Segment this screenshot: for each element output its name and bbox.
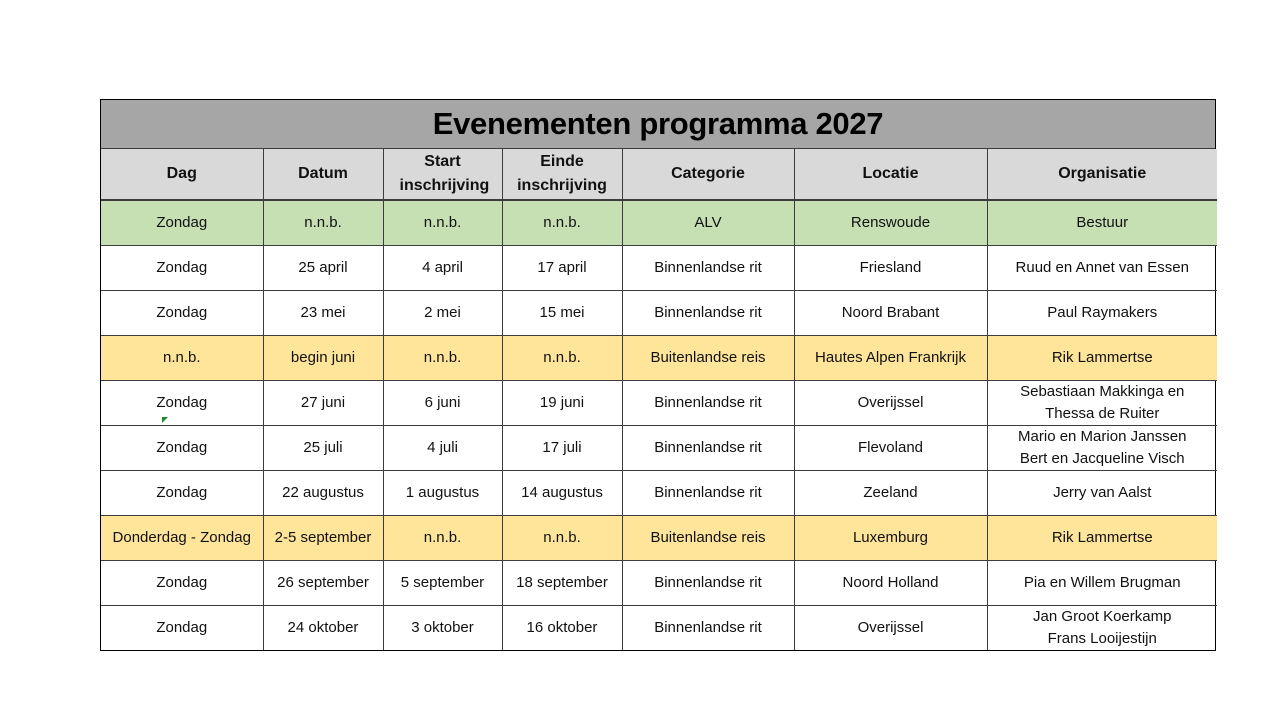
table-row: Zondag 22 augustus 1 augustus 14 augustus Bi… [101,470,1217,516]
cell-categorie: Binnenlandse rit [621,290,795,336]
cell-dag: n.n.b. [101,335,264,381]
cell-organisatie: Jan Groot Koerkamp Frans Looijestijn [986,605,1217,650]
cell-einde-inschrijving: 18 september [501,560,623,606]
cell-dag: Zondag [101,470,264,516]
cell-datum: 25 juli [262,425,384,471]
cell-locatie: Noord Brabant [793,290,988,336]
schedule-grid: Dag Datum Start inschrijving Einde insch… [101,149,1217,650]
cell-line: Mario en Marion Janssen [1018,428,1187,445]
cell-categorie: Binnenlandse rit [621,605,795,650]
table-row: Zondag n.n.b. n.n.b. n.n.b. ALV Renswoude Best… [101,200,1217,246]
table-title: Evenementen programma 2027 [101,100,1215,149]
header-start-inschrijving: Start inschrijving [382,149,503,201]
cell-categorie: Buitenlandse reis [621,515,795,561]
cell-locatie: Flevoland [793,425,988,471]
cell-dag: Zondag [101,380,264,426]
table-row: Zondag 25 juli 4 juli 17 juli Binnenlandse r… [101,425,1217,471]
cell-locatie: Hautes Alpen Frankrijk [793,335,988,381]
cell-einde-inschrijving: n.n.b. [501,335,623,381]
cell-locatie: Renswoude [793,200,988,246]
cell-start-inschrijving: n.n.b. [382,335,503,381]
cell-dag: Donderdag - Zondag [101,515,264,561]
cell-locatie: Overijssel [793,605,988,650]
table-row: Zondag 27 juni 6 juni 19 juni Binnenlandse r… [101,380,1217,426]
table-row: Donderdag - Zondag 2-5 september n.n.b. n.n… [101,515,1217,561]
cell-locatie: Zeeland [793,470,988,516]
cell-einde-inschrijving: n.n.b. [501,515,623,561]
table-row: Zondag 26 september 5 september 18 septembe… [101,560,1217,606]
cell-categorie: Binnenlandse rit [621,380,795,426]
cell-organisatie: Jerry van Aalst [986,470,1217,516]
cell-einde-inschrijving: 17 april [501,245,623,291]
cell-einde-inschrijving: 15 mei [501,290,623,336]
cell-line: Jan Groot Koerkamp [1033,608,1172,625]
cell-einde-inschrijving: 17 juli [501,425,623,471]
cell-datum: 26 september [262,560,384,606]
cell-start-inschrijving: n.n.b. [382,515,503,561]
cell-organisatie: Rik Lammertse [986,515,1217,561]
cell-start-inschrijving: 3 oktober [382,605,503,650]
cell-start-inschrijving: 6 juni [382,380,503,426]
cell-organisatie: Paul Raymakers [986,290,1217,336]
cell-dag: Zondag [101,200,264,246]
cell-einde-inschrijving: 19 juni [501,380,623,426]
cell-dag: Zondag [101,290,264,336]
header-datum: Datum [262,149,384,201]
cell-start-inschrijving: 5 september [382,560,503,606]
cell-locatie: Overijssel [793,380,988,426]
cell-start-inschrijving: n.n.b. [382,200,503,246]
cell-start-inschrijving: 4 juli [382,425,503,471]
cell-categorie: Binnenlandse rit [621,245,795,291]
table-row: Zondag 25 april 4 april 17 april Binnenlands… [101,245,1217,291]
cell-line: Frans Looijestijn [1047,630,1157,647]
event-schedule-table: Evenementen programma 2027 Dag Datum Sta… [100,99,1217,651]
cell-einde-inschrijving: n.n.b. [501,200,623,246]
cell-datum: 24 oktober [262,605,384,650]
cell-categorie: ALV [621,200,795,246]
cell-line: Sebastiaan Makkinga en [1020,383,1185,400]
cell-start-inschrijving: 1 augustus [382,470,503,516]
cell-dag: Zondag [101,425,264,471]
header-locatie: Locatie [793,149,988,201]
table-row: Zondag 23 mei 2 mei 15 mei Binnenlandse rit N… [101,290,1217,336]
cell-categorie: Binnenlandse rit [621,470,795,516]
header-dag: Dag [101,149,264,201]
cell-einde-inschrijving: 14 augustus [501,470,623,516]
cell-datum: 27 juni [262,380,384,426]
header-categorie: Categorie [621,149,795,201]
cell-datum: 25 april [262,245,384,291]
cell-categorie: Binnenlandse rit [621,425,795,471]
cell-locatie: Friesland [793,245,988,291]
cell-datum: n.n.b. [262,200,384,246]
cell-locatie: Luxemburg [793,515,988,561]
cell-start-inschrijving: 2 mei [382,290,503,336]
cell-categorie: Buitenlandse reis [621,335,795,381]
cell-datum: 23 mei [262,290,384,336]
cell-start-inschrijving: 4 april [382,245,503,291]
cell-einde-inschrijving: 16 oktober [501,605,623,650]
cell-organisatie: Bestuur [986,200,1217,246]
cell-organisatie: Sebastiaan Makkinga en Thessa de Ruiter [986,380,1217,426]
cell-organisatie: Rik Lammertse [986,335,1217,381]
cell-datum: 22 augustus [262,470,384,516]
header-organisatie: Organisatie [986,149,1217,201]
cell-datum: begin juni [262,335,384,381]
cell-dag: Zondag [101,245,264,291]
cell-locatie: Noord Holland [793,560,988,606]
header-row: Dag Datum Start inschrijving Einde insch… [101,149,1217,201]
cell-datum: 2-5 september [262,515,384,561]
cell-line: Thessa de Ruiter [1045,405,1160,422]
cell-line: Bert en Jacqueline Visch [1019,450,1185,467]
cell-organisatie: Pia en Willem Brugman [986,560,1217,606]
cell-dag: Zondag [101,560,264,606]
table-row: n.n.b. begin juni n.n.b. n.n.b. Buitenlandse… [101,335,1217,381]
cell-organisatie: Ruud en Annet van Essen [986,245,1217,291]
cell-dag: Zondag [101,605,264,650]
cell-categorie: Binnenlandse rit [621,560,795,606]
table-row: Zondag 24 oktober 3 oktober 16 oktober Binne… [101,605,1217,650]
header-einde-inschrijving: Einde inschrijving [501,149,623,201]
cell-organisatie: Mario en Marion Janssen Bert en Jacquelin… [986,425,1217,471]
cell-comment-marker [162,417,168,423]
